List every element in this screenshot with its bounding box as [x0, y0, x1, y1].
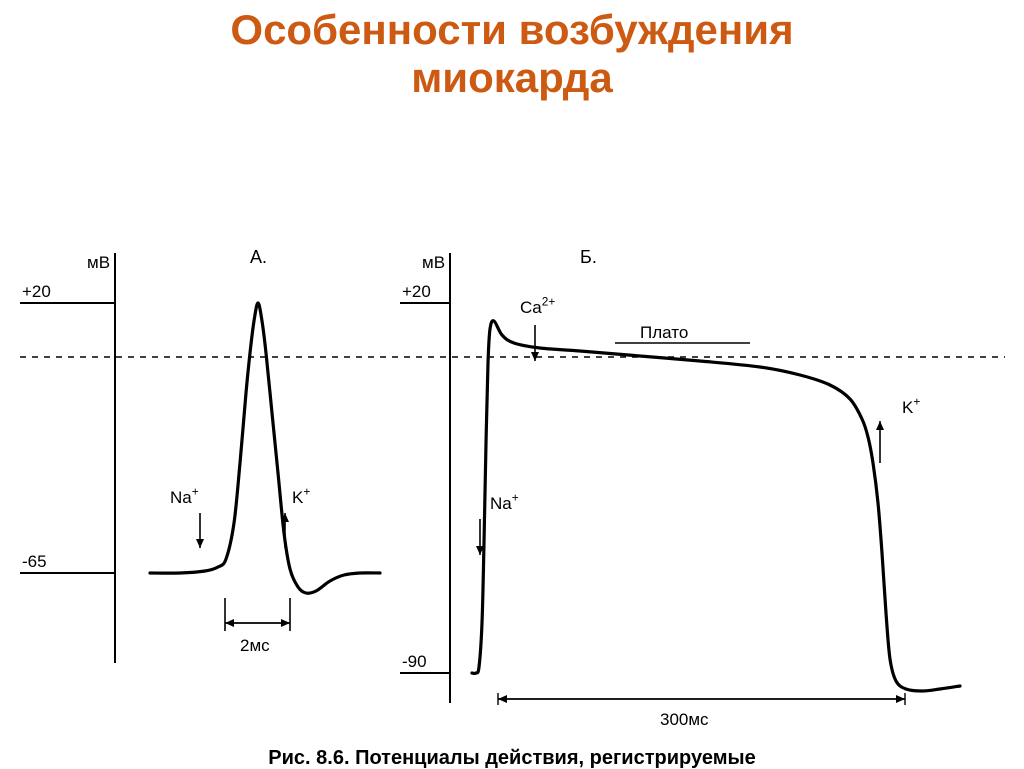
svg-text:K+: K+ — [292, 484, 310, 507]
title-line2: миокарда — [0, 54, 1024, 102]
svg-text:-90: -90 — [402, 652, 427, 671]
svg-text:Ca2+: Ca2+ — [520, 294, 555, 317]
svg-text:Na+: Na+ — [490, 490, 519, 513]
footer-caption-partial: Рис. 8.6. Потенциалы действия, регистрир… — [0, 747, 1024, 769]
svg-text:K+: K+ — [902, 394, 920, 417]
svg-text:мВ: мВ — [422, 253, 445, 272]
svg-text:Плато: Плато — [640, 323, 688, 342]
svg-text:мВ: мВ — [87, 253, 110, 272]
svg-text:+20: +20 — [22, 282, 51, 301]
diagram-svg: +20 -65 мВ А. Na+ K+ 2мс +20 -90 мВ Б. Ca2+ Плато K+ N… — [0, 103, 1024, 733]
diagram-container: +20 -65 мВ А. Na+ K+ 2мс +20 -90 мВ Б. Ca2+ Плато K+ N… — [0, 103, 1024, 733]
page-title: Особенности возбуждения миокарда — [0, 0, 1024, 103]
svg-text:Na+: Na+ — [170, 484, 199, 507]
svg-text:А.: А. — [250, 247, 267, 267]
title-line1: Особенности возбуждения — [0, 6, 1024, 54]
svg-text:300мс: 300мс — [660, 710, 709, 729]
svg-text:2мс: 2мс — [240, 636, 270, 655]
svg-text:+20: +20 — [402, 282, 431, 301]
svg-text:Б.: Б. — [580, 247, 597, 267]
svg-text:-65: -65 — [22, 552, 47, 571]
